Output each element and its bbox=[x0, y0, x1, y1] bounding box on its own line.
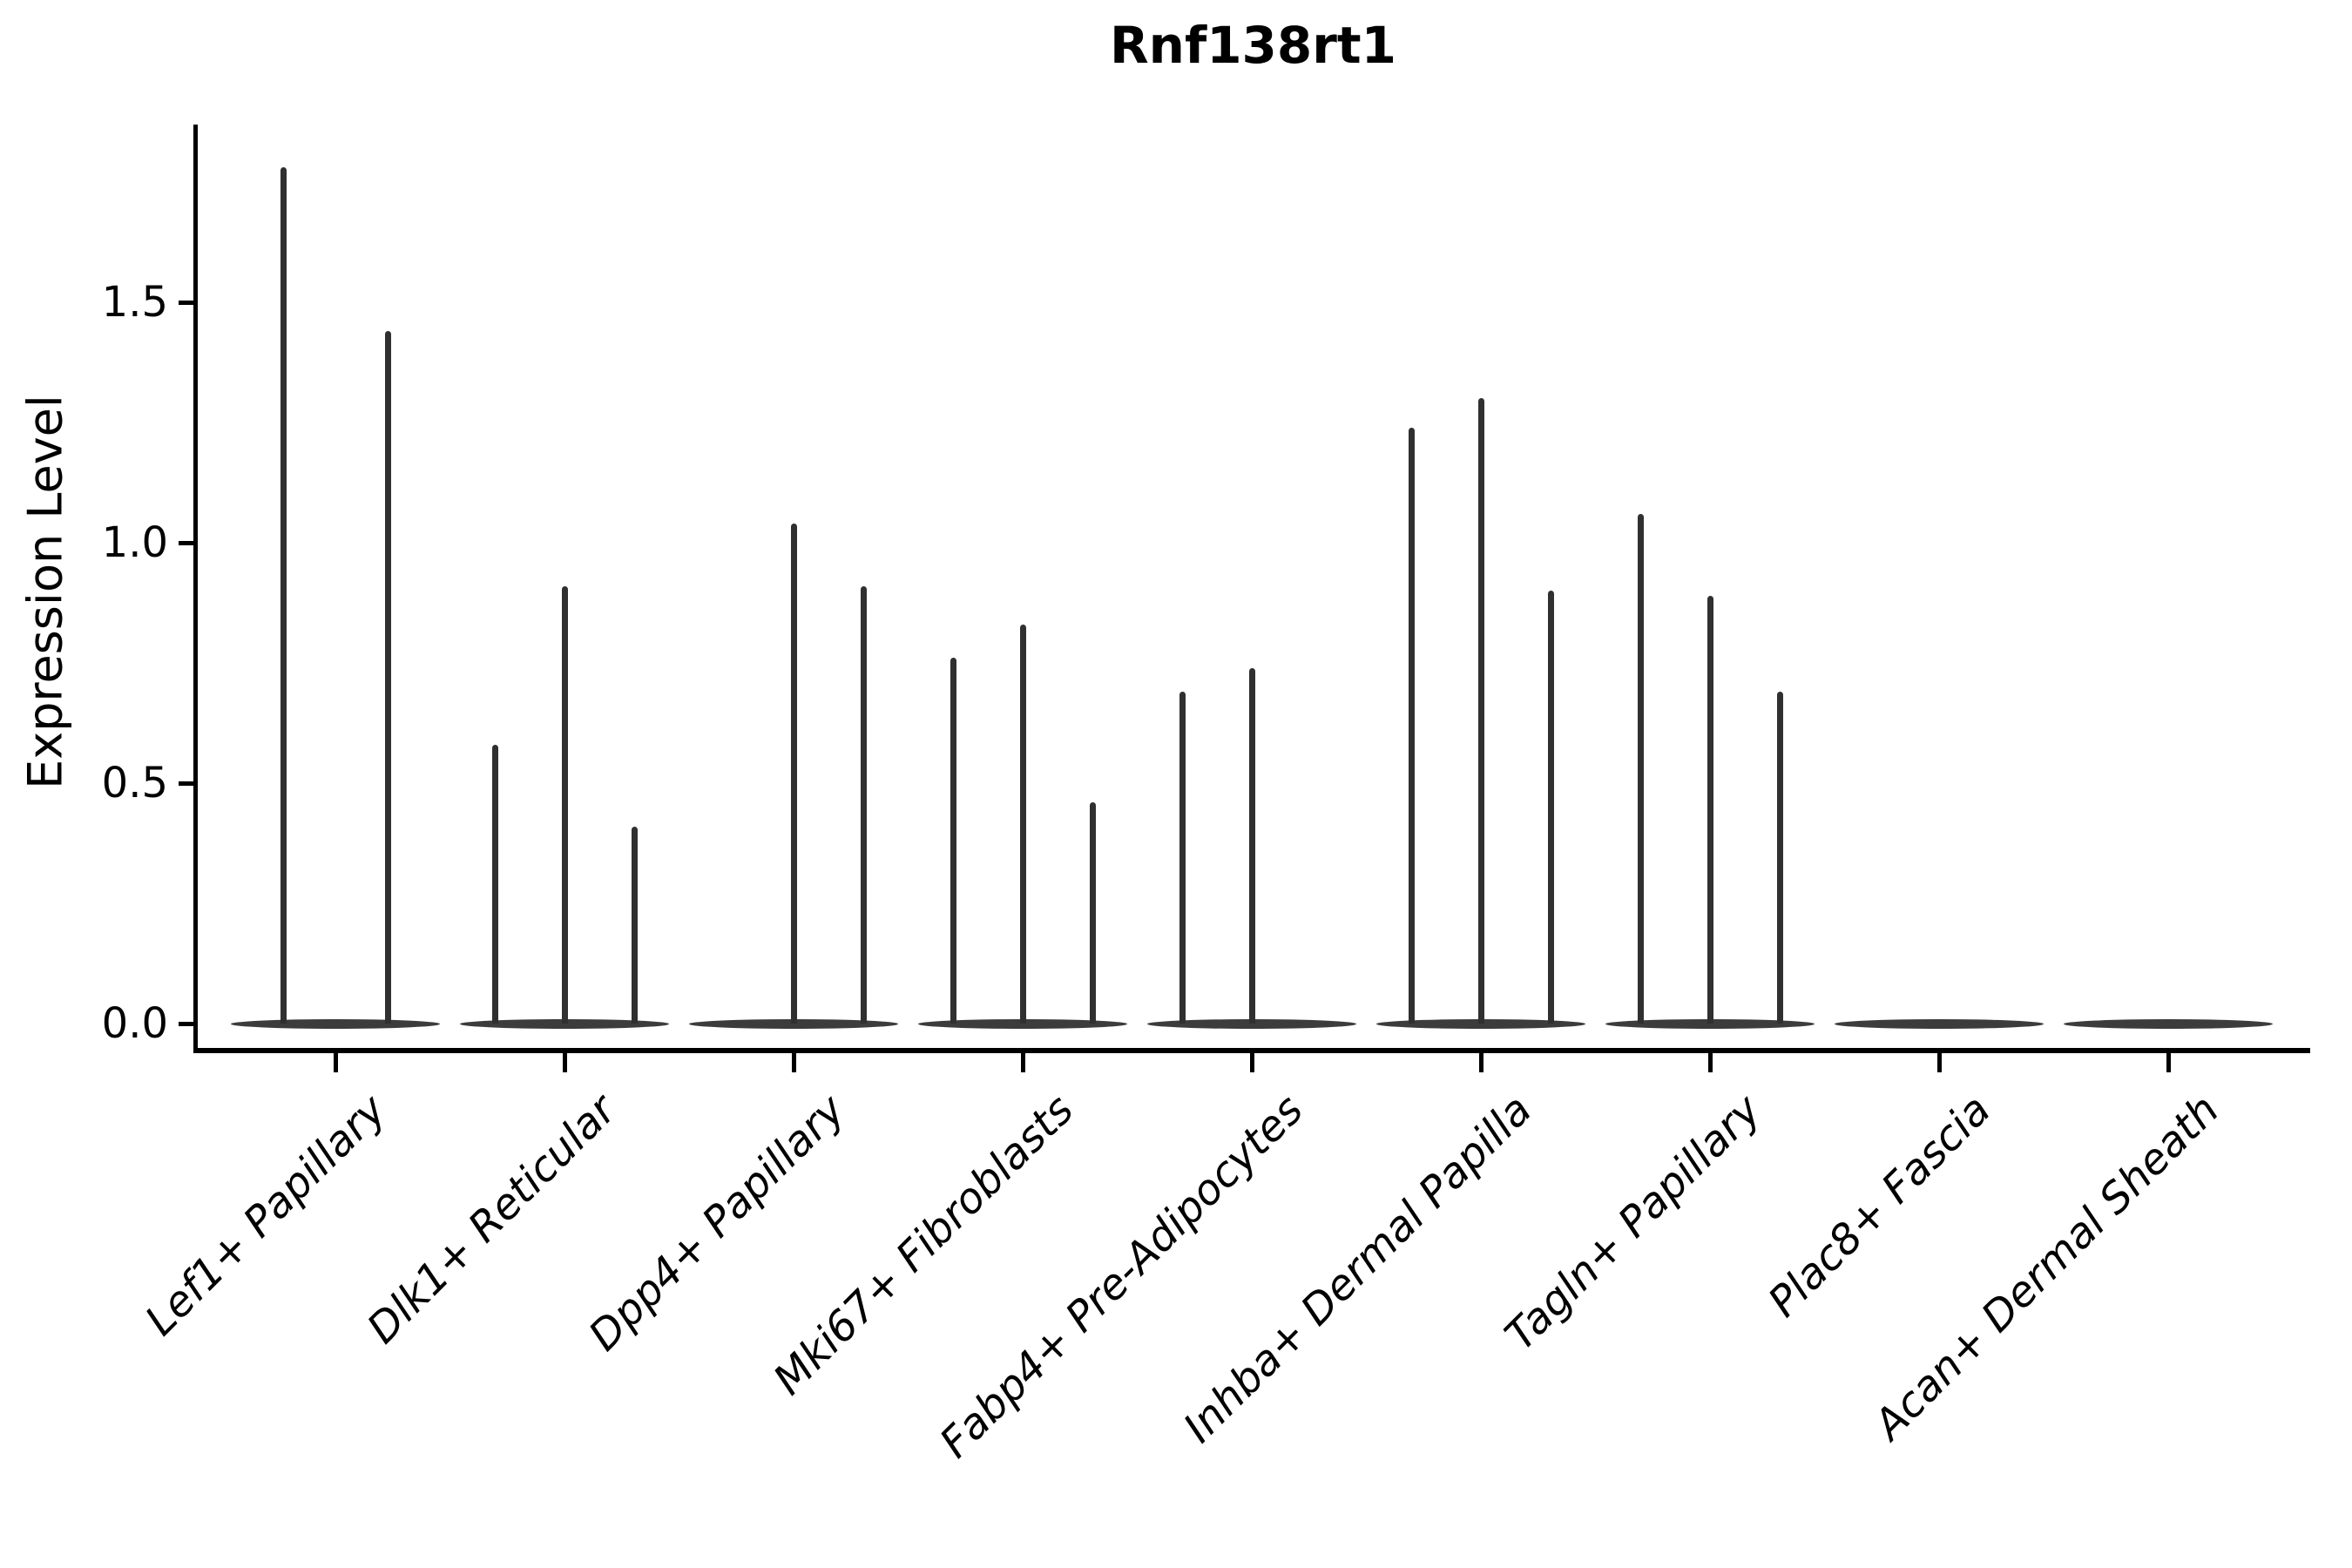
violin-needle bbox=[860, 585, 867, 1024]
x-tick-label: Plac8+ Fascia bbox=[1758, 1085, 2000, 1327]
violin-needle bbox=[1637, 513, 1644, 1024]
y-tick-mark bbox=[179, 541, 196, 545]
y-tick-label: 0.5 bbox=[101, 759, 168, 808]
violin-base bbox=[689, 1018, 898, 1029]
violin-needle bbox=[1707, 595, 1713, 1024]
violin-needle bbox=[1089, 802, 1096, 1024]
y-tick-mark bbox=[179, 781, 196, 786]
y-axis-spine bbox=[193, 125, 198, 1053]
violin-needle bbox=[950, 658, 956, 1024]
violin-needle bbox=[1547, 591, 1554, 1024]
x-tick-mark bbox=[334, 1053, 338, 1072]
x-tick-label: Lef1+ Papillary bbox=[136, 1085, 396, 1346]
violin-base bbox=[918, 1018, 1127, 1029]
x-tick-mark bbox=[563, 1053, 567, 1072]
violin-needle bbox=[280, 167, 287, 1024]
violin-needle bbox=[491, 744, 498, 1024]
x-tick-label: Tagln+ Papillary bbox=[1496, 1085, 1771, 1361]
y-tick-mark bbox=[179, 301, 196, 305]
violin-needle bbox=[631, 826, 638, 1024]
x-tick-mark bbox=[792, 1053, 796, 1072]
violin-needle bbox=[384, 331, 391, 1024]
y-tick-label: 0.0 bbox=[101, 999, 168, 1048]
violin-needle bbox=[561, 585, 568, 1024]
violin-needle bbox=[790, 523, 797, 1024]
violin-needle bbox=[1408, 427, 1415, 1024]
x-tick-mark bbox=[1708, 1053, 1713, 1072]
x-tick-label: Dpp4+ Papillary bbox=[579, 1085, 855, 1361]
violin-base bbox=[231, 1018, 440, 1029]
x-tick-mark bbox=[1937, 1053, 1942, 1072]
x-tick-label: Dlk1+ Reticular bbox=[357, 1085, 625, 1354]
y-tick-label: 1.5 bbox=[101, 278, 168, 327]
violin-needle bbox=[1477, 398, 1484, 1024]
x-tick-mark bbox=[1479, 1053, 1484, 1072]
violin-needle bbox=[1019, 624, 1026, 1024]
x-tick-mark bbox=[1250, 1053, 1254, 1072]
x-tick-mark bbox=[2166, 1053, 2171, 1072]
violin-needle bbox=[1776, 692, 1783, 1024]
violin-needle bbox=[1248, 667, 1255, 1024]
y-tick-mark bbox=[179, 1022, 196, 1026]
violin-base bbox=[1605, 1018, 1815, 1029]
violin-needle bbox=[1179, 692, 1186, 1024]
violin-base bbox=[1376, 1018, 1585, 1029]
chart-title: Rnf138rt1 bbox=[1110, 16, 1396, 75]
violin-base bbox=[1835, 1018, 2044, 1029]
violin-base bbox=[1147, 1018, 1356, 1029]
x-tick-mark bbox=[1021, 1053, 1025, 1072]
x-tick-label: Fabp4+ Pre-Adipocytes bbox=[930, 1085, 1313, 1468]
violin-base bbox=[460, 1018, 669, 1029]
y-tick-label: 1.0 bbox=[101, 518, 168, 567]
violin-base bbox=[2064, 1018, 2273, 1029]
x-axis-spine bbox=[193, 1048, 2310, 1053]
